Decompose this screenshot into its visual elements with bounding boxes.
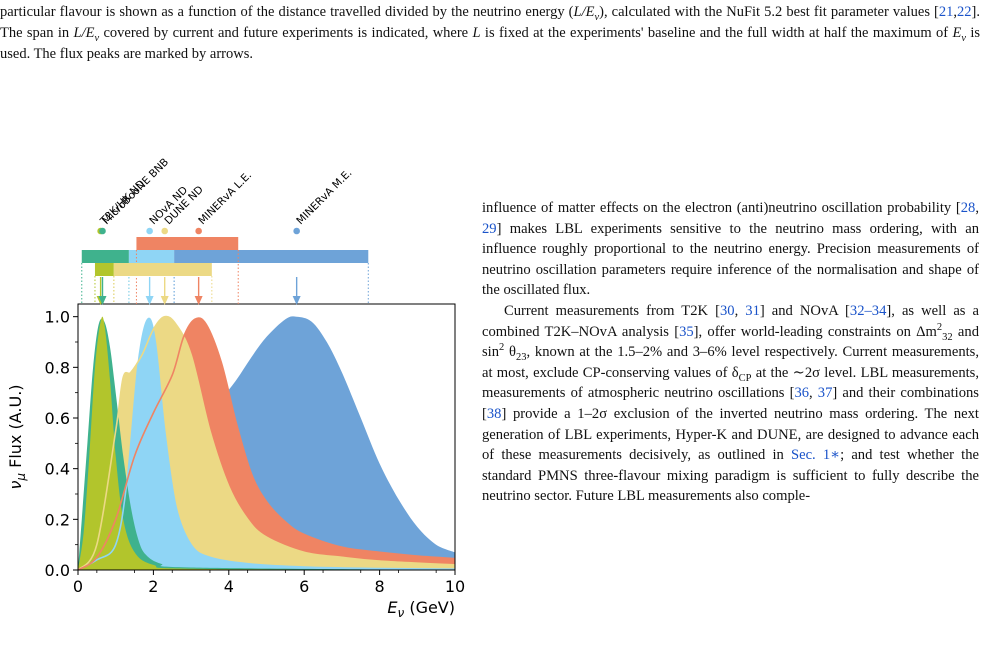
flux-figure: 0 2 4 6 8 10 0.0 0.2 0.4 0.6 0.8 1.0 Eν (GeV) νμ Flux…	[0, 130, 470, 646]
citation-link[interactable]: 29	[482, 220, 497, 237]
experiment-marker	[161, 227, 169, 235]
body-text: influence of matter effects on the elect…	[482, 198, 979, 507]
peak-arrowhead	[194, 296, 203, 305]
series-area-5	[78, 316, 455, 570]
citation-link[interactable]: 28	[960, 200, 976, 216]
citation-link[interactable]: 22	[957, 4, 972, 20]
experiment-label: MINERvA L.E.	[196, 169, 254, 227]
citation-link[interactable]: 36	[794, 385, 810, 402]
series-area-2	[78, 318, 455, 570]
y-tick-label: 0.8	[45, 358, 70, 377]
y-tick-label: 0.4	[45, 460, 70, 479]
x-axis-label: Eν (GeV)	[387, 598, 455, 620]
x-tick-label: 10	[445, 577, 465, 596]
experiment-marker	[293, 227, 300, 235]
series-line-3	[77, 315, 456, 571]
experiment-marker	[146, 227, 153, 235]
citation-link[interactable]: 21	[938, 4, 954, 20]
peak-arrowhead	[160, 296, 169, 305]
x-tick-label: 4	[224, 577, 234, 596]
x-tick-label: 0	[73, 577, 83, 596]
peak-arrowhead	[292, 296, 301, 305]
x-tick-label: 6	[299, 577, 309, 596]
span-bar-5	[113, 263, 212, 276]
span-bar-3	[136, 237, 239, 250]
span-bar-1	[128, 250, 175, 263]
span-bar-2	[174, 250, 369, 263]
flux-chart: 0 2 4 6 8 10 0.0 0.2 0.4 0.6 0.8 1.0 Eν (GeV) νμ Flux…	[6, 156, 465, 620]
series-line-2	[77, 317, 456, 571]
x-tick-label: 8	[375, 577, 385, 596]
y-tick-label: 0.0	[45, 561, 70, 580]
citation-link[interactable]: 31	[745, 302, 760, 319]
y-tick-label: 0.6	[45, 409, 70, 428]
experiment-label: MINERvA M.E.	[294, 167, 354, 227]
plot-frame	[77, 303, 456, 571]
citation-link[interactable]: 37	[817, 385, 833, 402]
peak-arrowhead	[145, 296, 154, 305]
paragraph: Current measurements from T2K [30, 31] a…	[482, 302, 979, 505]
citation-link[interactable]: 35	[679, 323, 694, 340]
paragraph: influence of matter effects on the elect…	[482, 200, 979, 299]
y-tick-label: 1.0	[45, 308, 70, 327]
span-bar-0	[81, 250, 129, 263]
citation-link[interactable]: 32–34	[849, 302, 887, 319]
y-axis-label: νμ Flux (A.U.)	[6, 384, 28, 489]
citation-link[interactable]: 38	[486, 405, 502, 422]
figure-caption: particular flavour is shown as a functio…	[0, 4, 981, 62]
x-tick-label: 2	[148, 577, 158, 596]
span-bar-4	[94, 263, 114, 276]
y-tick-label: 0.2	[45, 510, 70, 529]
series-line-4	[77, 317, 456, 571]
experiment-marker	[195, 227, 202, 235]
peak-arrowhead	[98, 296, 107, 305]
citation-link[interactable]: 30	[719, 302, 735, 319]
experiment-marker	[99, 227, 106, 235]
section-link[interactable]: Sec. 1∗	[790, 447, 841, 464]
